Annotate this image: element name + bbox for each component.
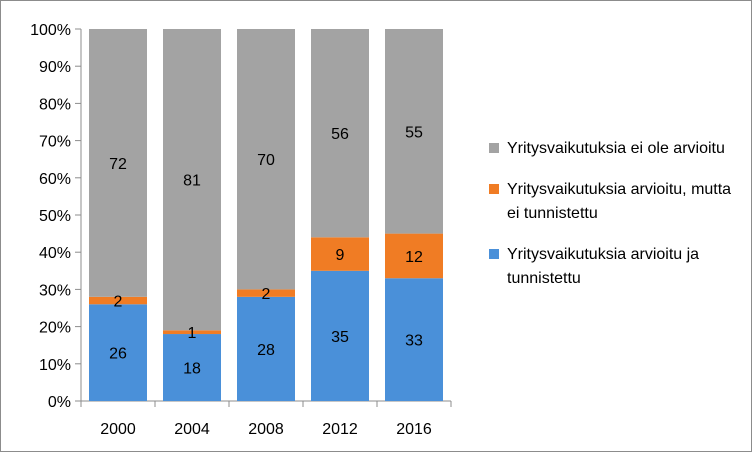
legend-swatch-not-assessed	[489, 143, 499, 153]
data-label: 81	[183, 173, 201, 190]
legend-item-not-assessed: Yritysvaikutuksia ei ole arvioitu	[489, 137, 749, 161]
y-tick-label: 50%	[39, 208, 71, 225]
data-label: 1	[188, 325, 197, 342]
y-tick-label: 20%	[39, 320, 71, 337]
data-label: 2	[262, 286, 271, 303]
bar-segment	[89, 296, 147, 305]
legend-label-assessed-identified: Yritysvaikutuksia arvioitu ja tunnistett…	[507, 246, 700, 287]
legend: Yritysvaikutuksia ei ole arvioitu Yritys…	[489, 137, 749, 308]
bar-segment	[163, 330, 221, 335]
y-tick-label: 0%	[48, 394, 71, 411]
data-label: 18	[183, 361, 201, 378]
bar-segment	[163, 29, 221, 331]
legend-swatch-assessed-not-identified	[489, 184, 499, 194]
legend-label-not-assessed: Yritysvaikutuksia ei ole arvioitu	[507, 140, 725, 157]
y-tick-label: 40%	[39, 245, 71, 262]
x-tick-label: 2012	[322, 421, 358, 438]
data-label: 55	[405, 124, 423, 141]
y-tick-label: 100%	[30, 22, 71, 39]
bar-segment	[237, 296, 295, 401]
x-tick-label: 2004	[174, 421, 210, 438]
data-label: 33	[405, 333, 423, 350]
bar-segment	[385, 29, 443, 234]
data-label: 2	[114, 294, 123, 311]
bar-segment	[237, 289, 295, 297]
data-label: 70	[257, 152, 275, 169]
data-label: 12	[405, 249, 423, 266]
bar-segment	[163, 334, 221, 401]
y-tick-label: 80%	[39, 96, 71, 113]
y-tick-label: 30%	[39, 282, 71, 299]
bar-segment	[385, 233, 443, 279]
legend-item-assessed-identified: Yritysvaikutuksia arvioitu ja tunnistett…	[489, 243, 749, 291]
legend-label-assessed-not-identified: Yritysvaikutuksia arvioitu, mutta ei tun…	[507, 181, 732, 222]
bar-segment	[311, 29, 369, 238]
bar-segment	[89, 304, 147, 401]
x-tick-label: 2016	[396, 421, 432, 438]
x-tick-label: 2000	[100, 421, 136, 438]
y-tick-label: 70%	[39, 134, 71, 151]
bar-segment	[89, 29, 147, 297]
legend-item-assessed-not-identified: Yritysvaikutuksia arvioitu, mutta ei tun…	[489, 178, 749, 226]
x-tick-label: 2008	[248, 421, 284, 438]
y-tick-label: 10%	[39, 357, 71, 374]
data-label: 56	[331, 126, 349, 143]
data-label: 9	[336, 247, 345, 264]
bar-segment	[311, 270, 369, 401]
y-tick-label: 60%	[39, 171, 71, 188]
bar-segment	[311, 237, 369, 271]
data-label: 26	[109, 346, 127, 363]
bar-segment	[385, 278, 443, 401]
legend-swatch-assessed-identified	[489, 249, 499, 259]
data-label: 72	[109, 156, 127, 173]
bar-segment	[237, 29, 295, 290]
data-label: 28	[257, 342, 275, 359]
data-label: 35	[331, 329, 349, 346]
y-tick-label: 90%	[39, 59, 71, 76]
